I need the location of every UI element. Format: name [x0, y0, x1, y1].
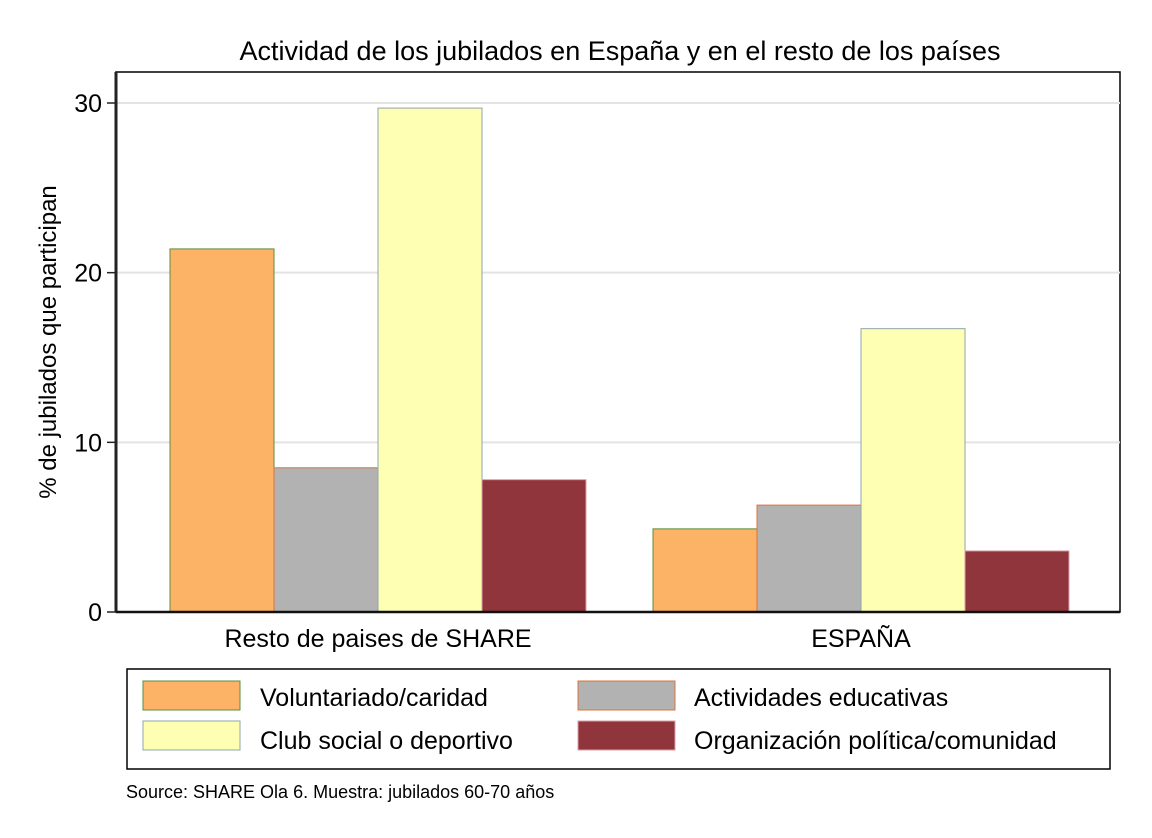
bar-0-1 [273, 467, 379, 613]
bar-1-3 [964, 550, 1070, 613]
legend-label: Club social o deportivo [260, 727, 513, 755]
legend-swatch [577, 680, 676, 711]
legend-label: Actividades educativas [694, 684, 948, 712]
y-tick-label: 0 [88, 599, 102, 627]
category-label: Resto de paises de SHARE [224, 625, 531, 653]
legend: Voluntariado/caridad Actividades educativ… [126, 668, 1111, 770]
legend-label: Voluntariado/caridad [260, 684, 488, 712]
bar-1-1 [756, 504, 862, 613]
legend-swatch [142, 680, 241, 711]
category-labels: Resto de paises de SHARE ESPAÑA [224, 624, 911, 653]
legend-swatch [142, 720, 241, 751]
bar-1-0 [652, 528, 758, 613]
chart-title: Actividad de los jubilados en España y e… [240, 36, 1001, 66]
y-tick-label: 10 [74, 429, 102, 457]
source-note: Source: SHARE Ola 6. Muestra: jubilados … [126, 782, 554, 802]
bar-0-0 [169, 248, 275, 613]
plot-area: 0 10 20 30 [74, 71, 1121, 627]
legend-label: Organización política/comunidad [694, 727, 1057, 755]
y-axis-label: % de jubilados que participan [35, 185, 62, 499]
y-tick-label: 20 [74, 260, 102, 288]
bar-0-2 [377, 107, 483, 613]
y-tick-label: 30 [74, 90, 102, 118]
category-label: ESPAÑA [811, 624, 911, 653]
bars [169, 107, 1070, 613]
y-ticks: 0 10 20 30 [74, 90, 116, 627]
bar-0-3 [481, 479, 587, 613]
bar-1-2 [860, 328, 966, 613]
legend-swatch [577, 720, 676, 751]
